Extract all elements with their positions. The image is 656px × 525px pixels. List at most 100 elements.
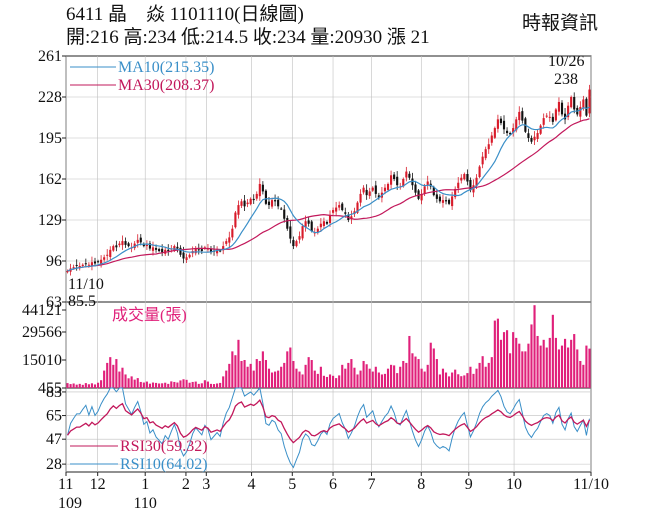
candle-body [478,166,481,178]
volume-bar [374,366,377,388]
volume-bar [103,370,106,388]
candle-body [219,250,222,252]
volume-bar [158,383,161,388]
volume-bar [87,384,90,388]
candle-body [451,196,454,207]
candle-body [545,115,548,117]
candle-body [179,247,182,255]
candle-body [530,138,533,142]
volume-bar [423,371,426,388]
candle-body [115,245,118,248]
volume-bar [332,375,335,388]
volume-bar [75,384,78,388]
candle-body [84,263,87,265]
candle-body [512,128,515,133]
candle-body [264,190,267,204]
x-tick-label: 5 [288,476,296,493]
volume-bar [438,374,441,388]
volume-bar [432,348,435,388]
candle-body [280,208,283,210]
candle-body [96,261,100,263]
ma10-legend: MA10(215.35) [118,59,214,76]
candle-body [426,181,429,185]
volume-bar [252,370,255,388]
candle-body [390,175,393,185]
candle-body [118,243,121,246]
volume-bar [328,374,332,388]
candle-body [539,125,542,134]
candle-body [209,248,213,253]
candle-body [518,111,521,121]
candle-body [502,120,506,130]
candle-body [66,270,69,273]
volume-bar [179,380,182,388]
volume-bar [496,318,499,388]
volume-bar [66,383,69,388]
volume-bar [518,343,521,388]
volume-bar [460,376,463,388]
volume-bar [136,378,139,388]
volume-bar [106,362,109,388]
candle-body [493,128,496,138]
candle-body [93,261,97,264]
volume-bar [307,357,310,388]
candle-body [341,203,344,211]
candle-body [560,102,564,115]
candle-body [368,191,371,196]
volume-bar [249,363,252,388]
volume-bar [548,337,551,388]
volume-bar [298,371,301,388]
volume-bar [463,375,466,388]
volume-bar [451,372,454,388]
candle-body [332,210,335,213]
candle-body [274,200,277,202]
volume-bar [151,382,155,388]
candle-body [356,202,359,213]
candle-body [411,178,414,186]
ma30-legend: MA30(208.37) [118,77,214,94]
volume-bar [466,373,469,388]
volume-bar [377,372,380,388]
volume-bar [212,384,216,388]
volume-bar [173,381,176,388]
candle-body [222,246,225,251]
candle-body [109,249,112,258]
candle-body [393,174,396,179]
volume-bar [567,347,570,388]
price-tick-label: 195 [38,130,62,147]
volume-bar [347,362,350,388]
volume-bar [469,366,472,388]
price-tick-label: 162 [38,171,62,188]
volume-bar [90,383,94,388]
volume-bar [441,368,445,388]
volume-bar [261,351,264,388]
x-tick-label: 7 [367,476,375,493]
high-value-label: 238 [554,71,578,88]
volume-bar [353,367,356,388]
volume-bar [286,351,289,388]
volume-bar [164,382,167,388]
volume-bar [362,360,365,388]
candle-body [301,226,304,239]
x-axis: 11 109 12 1 110 2 3 4 5 6 7 8 9 10 11/10 [58,472,609,512]
volume-bar [490,357,493,388]
candle-body [484,149,487,159]
candle-body [307,220,310,224]
x-tick-sublabel: 109 [58,495,82,512]
volume-bar [371,371,374,388]
candle-body [487,144,490,150]
x-tick-label: 11/10 [573,476,609,493]
candle-body [100,259,103,264]
volume-tick-label: 29566 [22,324,62,341]
candle-body [267,201,271,206]
price-tick-label: 63 [46,294,62,311]
low-date-label: 11/10 [68,276,104,293]
candle-body [158,249,161,252]
volume-bar [582,364,585,388]
volume-bar [414,356,417,388]
candle-body [469,179,472,191]
rsi10-legend: RSI10(64.02) [120,456,208,473]
volume-bar [277,370,280,388]
volume-bar [301,374,304,388]
volume-bar [133,379,136,388]
